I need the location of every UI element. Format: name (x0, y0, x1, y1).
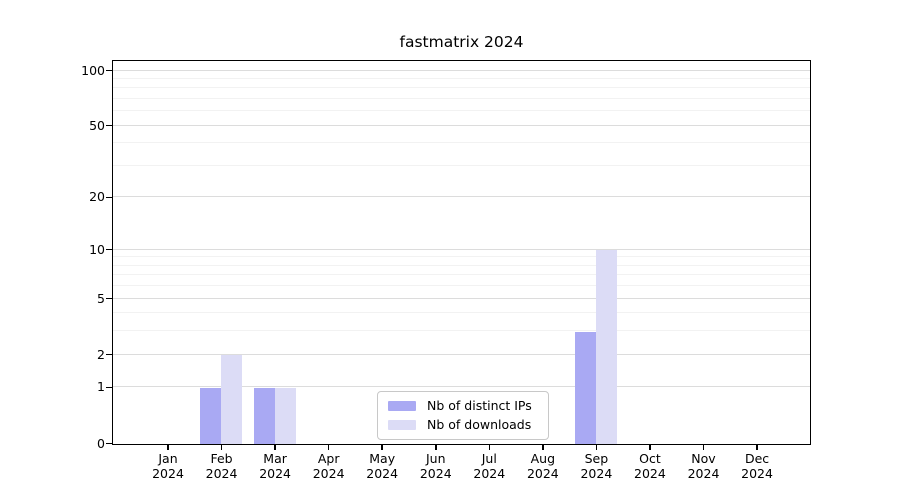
minor-gridline (113, 264, 810, 266)
x-tick-month: Sep (584, 451, 609, 466)
minor-gridline (113, 274, 810, 276)
x-tick-label: Mar 2024 (243, 451, 307, 481)
x-tick-month: Jul (481, 451, 497, 466)
x-tick-mark (595, 445, 598, 450)
x-tick-year: 2024 (526, 466, 559, 481)
x-tick-year: 2024 (419, 466, 452, 481)
y-tick-label: 50 (89, 117, 105, 133)
minor-gridline (113, 330, 810, 332)
y-tick-label: 2 (97, 346, 105, 362)
y-tick-mark (106, 297, 112, 300)
x-tick-month: Apr (317, 451, 340, 466)
minor-gridline (113, 256, 810, 258)
x-tick-mark (488, 445, 491, 450)
major-gridline (113, 353, 810, 355)
legend-item-distinct-ips: Nb of distinct IPs (388, 398, 538, 413)
x-tick-month: Jun (425, 451, 446, 466)
y-tick-mark (106, 196, 112, 199)
legend-swatch-downloads (388, 419, 416, 430)
x-tick-month: Feb (210, 451, 233, 466)
major-gridline (113, 386, 810, 388)
x-tick-mark (435, 445, 437, 450)
x-tick-year: 2024 (205, 466, 238, 481)
x-tick-year: 2024 (741, 466, 773, 481)
x-tick-year: 2024 (152, 466, 184, 481)
x-tick-mark (649, 445, 651, 450)
y-tick-mark (106, 386, 112, 389)
x-tick-year: 2024 (312, 466, 345, 481)
x-tick-label: Dec 2024 (725, 451, 789, 481)
x-tick-mark (327, 445, 330, 450)
y-tick-label: 10 (89, 241, 105, 257)
x-tick-year: 2024 (687, 466, 720, 481)
x-tick-label: Jan 2024 (136, 451, 200, 481)
y-tick-mark (106, 442, 112, 445)
x-tick-label: Apr 2024 (297, 451, 361, 481)
x-tick-year: 2024 (634, 466, 666, 481)
minor-gridline (113, 164, 810, 166)
y-tick-mark (106, 353, 112, 356)
x-tick-year: 2024 (259, 466, 291, 481)
x-tick-month: Oct (639, 451, 661, 466)
x-tick-label: Aug 2024 (511, 451, 575, 481)
plot-area: Nb of distinct IPs Nb of downloads (112, 60, 811, 445)
major-gridline (113, 297, 810, 299)
major-gridline (113, 196, 810, 198)
x-tick-mark (542, 445, 544, 450)
y-tick-label: 5 (97, 290, 105, 306)
minor-gridline (113, 87, 810, 89)
x-tick-label: Oct 2024 (618, 451, 682, 481)
y-tick-label: 1 (97, 379, 105, 395)
y-tick-label: 100 (81, 62, 105, 78)
major-gridline (113, 124, 810, 126)
bar-distinct-ips-feb (200, 387, 222, 444)
x-tick-label: Sep 2024 (564, 451, 628, 481)
x-tick-month: Aug (530, 451, 556, 466)
legend-label-downloads: Nb of downloads (427, 417, 532, 432)
minor-gridline (113, 77, 810, 79)
chart-title: fastmatrix 2024 (399, 33, 524, 51)
minor-gridline (113, 285, 810, 287)
bar-distinct-ips-sep (574, 331, 596, 444)
bar-distinct-ips-mar (253, 387, 275, 444)
bar-downloads-sep (595, 250, 617, 444)
x-tick-mark (702, 445, 705, 450)
bar-downloads-mar (274, 387, 296, 444)
bar-downloads-feb (221, 355, 243, 444)
x-tick-label: Feb 2024 (190, 451, 254, 481)
x-tick-month: Dec (744, 451, 770, 466)
x-tick-label: Nov 2024 (672, 451, 736, 481)
x-tick-mark (220, 445, 223, 450)
x-tick-label: Jul 2024 (457, 451, 521, 481)
x-tick-label: May 2024 (350, 451, 414, 481)
x-tick-year: 2024 (366, 466, 399, 481)
x-tick-mark (274, 445, 276, 450)
x-tick-mark (381, 445, 383, 450)
x-tick-month: Jan (158, 451, 178, 466)
x-tick-month: Nov (691, 451, 716, 466)
x-tick-mark (756, 445, 758, 450)
y-tick-label: 20 (89, 189, 105, 205)
minor-gridline (113, 97, 810, 99)
x-tick-label: Jun 2024 (404, 451, 468, 481)
x-tick-year: 2024 (580, 466, 613, 481)
x-tick-mark (167, 445, 169, 450)
y-tick-mark (106, 124, 112, 127)
minor-gridline (113, 312, 810, 314)
x-tick-month: May (369, 451, 396, 466)
y-tick-mark (106, 69, 112, 72)
legend-swatch-distinct-ips (388, 400, 416, 411)
legend-item-downloads: Nb of downloads (388, 417, 538, 432)
x-tick-month: Mar (263, 451, 287, 466)
major-gridline (113, 69, 810, 71)
y-tick-label: 0 (97, 435, 105, 451)
x-tick-year: 2024 (473, 466, 506, 481)
legend-label-distinct-ips: Nb of distinct IPs (427, 398, 532, 413)
minor-gridline (113, 142, 810, 144)
minor-gridline (113, 110, 810, 112)
legend: Nb of distinct IPs Nb of downloads (377, 391, 549, 440)
major-gridline (113, 248, 810, 250)
y-tick-mark (106, 248, 112, 251)
